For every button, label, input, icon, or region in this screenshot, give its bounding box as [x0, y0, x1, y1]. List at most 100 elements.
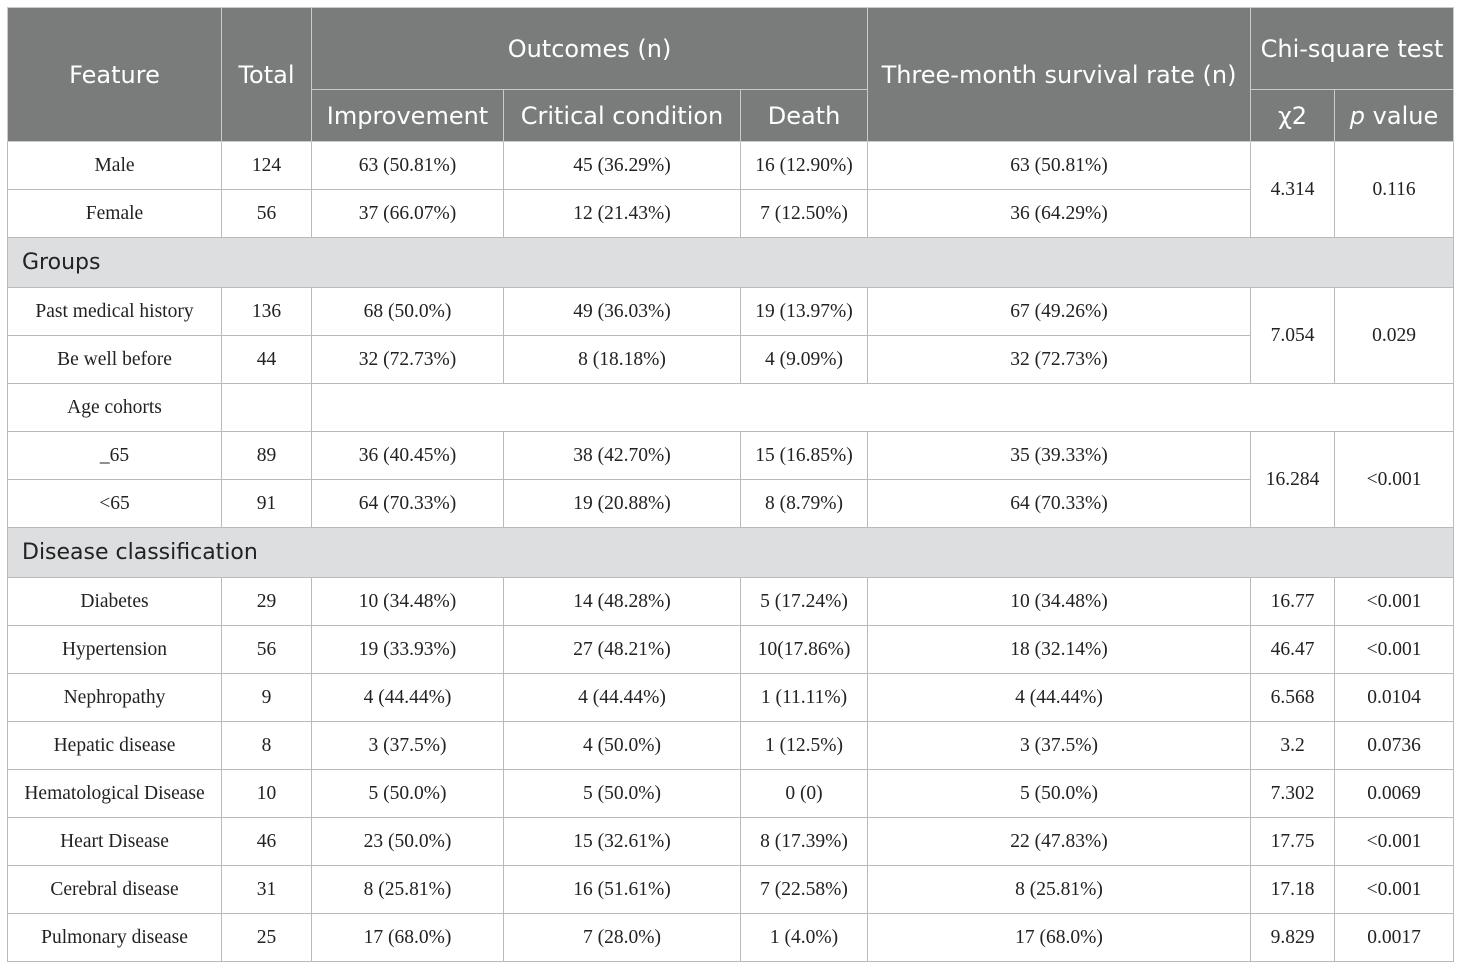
cell-feature: Female [7, 189, 222, 238]
cell-survival: 4 (44.44%) [867, 673, 1252, 722]
header-total: Total [221, 7, 312, 142]
section-groups: Groups [6, 237, 1455, 288]
cell-death: 10(17.86%) [739, 625, 869, 674]
cell-survival: 22 (47.83%) [867, 817, 1252, 866]
cell-survival: 10 (34.48%) [867, 577, 1252, 626]
cell-improvement: 37 (66.07%) [311, 189, 504, 238]
table-row: <65 91 64 (70.33%) 19 (20.88%) 8 (8.79%)… [7, 479, 1454, 528]
table-row: Be well before 44 32 (72.73%) 8 (18.18%)… [7, 335, 1454, 384]
outcomes-table: Feature Total Outcomes (n) Three-month s… [6, 7, 1455, 962]
cell-p: <0.001 [1334, 817, 1455, 866]
header-improvement: Improvement [311, 89, 504, 142]
cell-chi2: 6.568 [1250, 673, 1336, 722]
header-death: Death [739, 89, 869, 142]
table-row: Heart Disease 46 23 (50.0%) 15 (32.61%) 8 (1… [7, 817, 1455, 866]
cell-survival: 17 (68.0%) [867, 913, 1252, 962]
header-p-value: p value [1334, 89, 1455, 142]
cell-total: 9 [221, 673, 312, 722]
cell-feature: Hematological Disease [7, 769, 222, 818]
cell-death: 8 (17.39%) [739, 817, 869, 866]
cell-death: 8 (8.79%) [739, 479, 869, 528]
section-row: Disease classification [6, 527, 1455, 578]
cell-survival: 35 (39.33%) [867, 431, 1252, 480]
header-chi-square: Chi-square test [1250, 7, 1455, 90]
cell-total: 46 [221, 817, 312, 866]
cell-chi2: 16.77 [1250, 577, 1336, 626]
table-row: Hematological Disease 10 5 (50.0%) 5 (50.0%… [7, 769, 1455, 818]
header-critical: Critical condition [503, 89, 741, 142]
cell-death: 4 (9.09%) [739, 335, 869, 384]
section-row: Groups [6, 237, 1455, 288]
cell-survival: 36 (64.29%) [867, 189, 1252, 238]
cell-improvement: 68 (50.0%) [311, 287, 504, 336]
cell-p: 0.0736 [1334, 721, 1455, 770]
cell-chi2: 7.302 [1250, 769, 1336, 818]
cell-survival: 64 (70.33%) [867, 479, 1252, 528]
cell-chi2: 9.829 [1250, 913, 1336, 962]
cell-total: 136 [221, 287, 312, 336]
cell-survival: 32 (72.73%) [867, 335, 1252, 384]
cell-feature: <65 [7, 479, 222, 528]
cell-chi2: 46.47 [1250, 625, 1336, 674]
cell-death: 19 (13.97%) [739, 287, 869, 336]
cell-critical: 49 (36.03%) [503, 287, 741, 336]
cell-survival: 5 (50.0%) [867, 769, 1252, 818]
cell-death: 0 (0) [739, 769, 869, 818]
cell-total: 56 [221, 189, 312, 238]
cell-total: 124 [221, 141, 312, 190]
table-row: Diabetes 29 10 (34.48%) 14 (48.28%) 5 (17.24… [7, 577, 1455, 626]
cell-survival: 3 (37.5%) [867, 721, 1252, 770]
cell-critical: 8 (18.18%) [503, 335, 741, 384]
cell-empty-span [310, 383, 1455, 432]
cell-death: 7 (22.58%) [739, 865, 869, 914]
cell-improvement: 10 (34.48%) [311, 577, 504, 626]
cell-p: <0.001 [1334, 431, 1455, 528]
cell-improvement: 64 (70.33%) [311, 479, 504, 528]
table-row: Cerebral disease 31 8 (25.81%) 16 (51.61%) 7… [7, 865, 1455, 914]
cell-p: <0.001 [1334, 625, 1455, 674]
cell-feature: Past medical history [7, 287, 222, 336]
cell-feature: Hepatic disease [7, 721, 222, 770]
cell-empty [221, 383, 312, 432]
header-outcomes: Outcomes (n) [310, 7, 869, 90]
disease-rows: Diabetes 29 10 (34.48%) 14 (48.28%) 5 (17.24… [7, 577, 1455, 962]
cell-death: 1 (11.11%) [739, 673, 869, 722]
header-survival: Three-month survival rate (n) [867, 7, 1252, 142]
cell-p: 0.0069 [1334, 769, 1455, 818]
cell-total: 31 [221, 865, 312, 914]
cell-improvement: 3 (37.5%) [311, 721, 504, 770]
cell-critical: 15 (32.61%) [503, 817, 741, 866]
cell-survival: 8 (25.81%) [867, 865, 1252, 914]
cell-feature: Male [7, 141, 222, 190]
cell-critical: 45 (36.29%) [503, 141, 741, 190]
cell-critical: 16 (51.61%) [503, 865, 741, 914]
cell-chi2: 7.054 [1250, 287, 1336, 384]
cell-death: 7 (12.50%) [739, 189, 869, 238]
cell-chi2: 17.18 [1250, 865, 1336, 914]
header-chi2: χ2 [1250, 89, 1336, 142]
cell-survival: 18 (32.14%) [867, 625, 1252, 674]
cell-feature: Heart Disease [7, 817, 222, 866]
cell-improvement: 5 (50.0%) [311, 769, 504, 818]
header-feature: Feature [7, 7, 222, 142]
cell-survival: 63 (50.81%) [867, 141, 1252, 190]
cell-improvement: 63 (50.81%) [311, 141, 504, 190]
table-row: Hepatic disease 8 3 (37.5%) 4 (50.0%) 1 (12.… [7, 721, 1455, 770]
cell-total: 91 [221, 479, 312, 528]
cell-feature: Nephropathy [7, 673, 222, 722]
cell-survival: 67 (49.26%) [867, 287, 1252, 336]
cell-critical: 4 (44.44%) [503, 673, 741, 722]
cell-critical: 12 (21.43%) [503, 189, 741, 238]
cell-critical: 4 (50.0%) [503, 721, 741, 770]
cell-improvement: 19 (33.93%) [311, 625, 504, 674]
cell-death: 5 (17.24%) [739, 577, 869, 626]
subsection-age-cohorts: Age cohorts [7, 383, 222, 432]
cell-improvement: 23 (50.0%) [311, 817, 504, 866]
cell-critical: 27 (48.21%) [503, 625, 741, 674]
cell-total: 56 [221, 625, 312, 674]
cell-feature: Pulmonary disease [7, 913, 222, 962]
cell-death: 15 (16.85%) [739, 431, 869, 480]
cell-p: 0.029 [1334, 287, 1455, 384]
cell-improvement: 8 (25.81%) [311, 865, 504, 914]
header-p-rest: value [1365, 101, 1439, 130]
